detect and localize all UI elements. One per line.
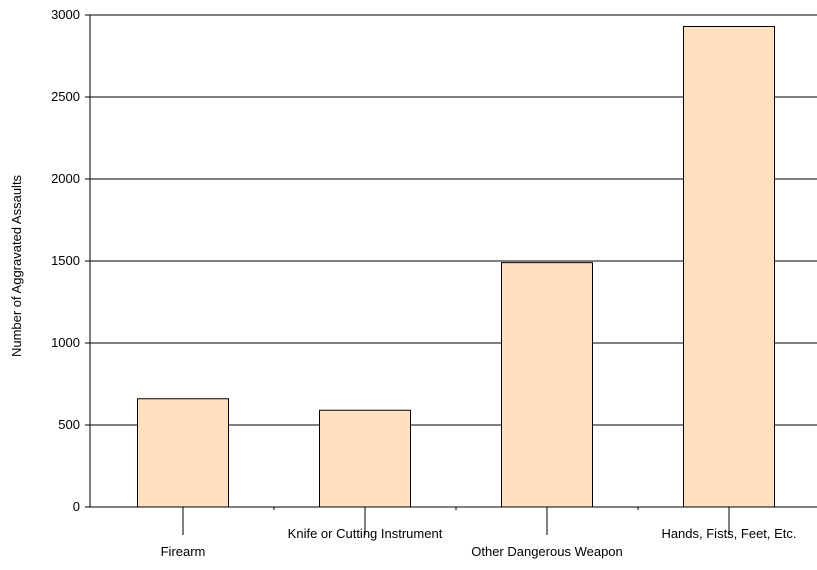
- y-tick-label-2500: 2500: [51, 89, 80, 104]
- y-tick-label-3000: 3000: [51, 7, 80, 22]
- x-tick-label-2: Knife or Cutting Instrument: [288, 526, 443, 541]
- axes: [85, 14, 817, 535]
- x-tick-label-1: Firearm: [161, 544, 206, 559]
- y-tick-label-1500: 1500: [51, 253, 80, 268]
- bar-1: [137, 398, 229, 508]
- x-tick-label-3: Other Dangerous Weapon: [471, 544, 623, 559]
- tick-labels: 0 500 1000 1500 2000 2500 3000 Firearm Knife or …: [51, 7, 796, 559]
- x-tick-label-4: Hands, Fists, Feet, Etc.: [661, 526, 796, 541]
- bars: [137, 25, 775, 508]
- y-tick-label-0: 0: [73, 499, 80, 514]
- y-tick-label-1000: 1000: [51, 335, 80, 350]
- bar-3: [501, 262, 593, 508]
- y-tick-label-2000: 2000: [51, 171, 80, 186]
- y-tick-label-500: 500: [58, 417, 80, 432]
- bar-4: [683, 25, 775, 508]
- y-axis-label: Number of Aggravated Assaults: [9, 174, 24, 357]
- bar-2: [319, 409, 411, 508]
